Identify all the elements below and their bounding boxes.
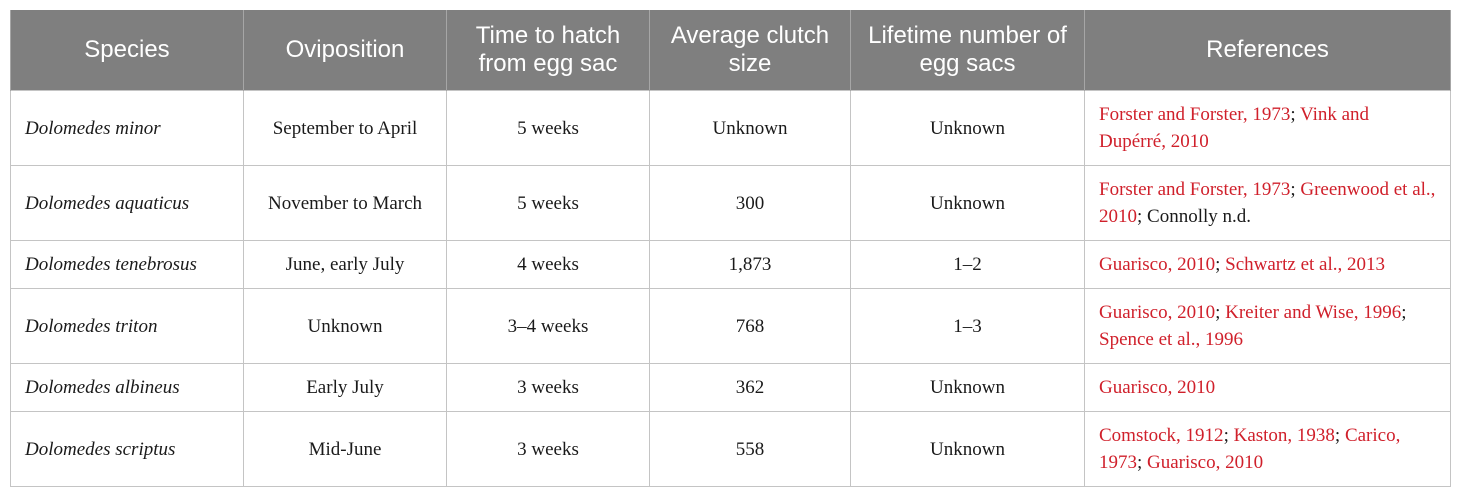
clutch-size-cell: 362 xyxy=(649,363,851,412)
oviposition-cell: Mid-June xyxy=(243,411,447,487)
species-cell: Dolomedes minor xyxy=(10,90,244,166)
reference-separator: ; xyxy=(1290,104,1301,125)
table-row: Dolomedes albineus Early July 3 weeks 36… xyxy=(10,363,1451,412)
hatch-time-cell: 3 weeks xyxy=(446,363,650,412)
egg-sacs-cell: Unknown xyxy=(850,363,1085,412)
species-cell: Dolomedes scriptus xyxy=(10,411,244,487)
header-egg-sacs: Lifetime number of egg sacs xyxy=(850,10,1085,91)
header-oviposition: Oviposition xyxy=(243,10,447,91)
table-row: Dolomedes aquaticus November to March 5 … xyxy=(10,165,1451,241)
reference-separator: ; xyxy=(1223,425,1234,446)
oviposition-cell: Early July xyxy=(243,363,447,412)
header-time-to-hatch: Time to hatch from egg sac xyxy=(446,10,650,91)
header-clutch-size: Average clutch size xyxy=(649,10,851,91)
species-cell: Dolomedes tenebrosus xyxy=(10,240,244,289)
egg-sacs-cell: Unknown xyxy=(850,411,1085,487)
references-cell: Comstock, 1912; Kaston, 1938; Carico, 19… xyxy=(1084,411,1451,487)
reference-link[interactable]: Comstock, 1912 xyxy=(1099,425,1224,446)
reference-link[interactable]: Kreiter and Wise, 1996 xyxy=(1225,302,1402,323)
species-cell: Dolomedes triton xyxy=(10,288,244,364)
oviposition-cell: June, early July xyxy=(243,240,447,289)
reference-link[interactable]: Vink and Dupérré, 2010 xyxy=(1099,104,1370,152)
egg-sacs-cell: Unknown xyxy=(850,90,1085,166)
references-cell: Guarisco, 2010; Kreiter and Wise, 1996; … xyxy=(1084,288,1451,364)
table-row: Dolomedes scriptus Mid-June 3 weeks 558 … xyxy=(10,411,1451,487)
reference-link[interactable]: Guarisco, 2010 xyxy=(1099,377,1216,398)
table-row: Dolomedes minor September to April 5 wee… xyxy=(10,90,1451,166)
hatch-time-cell: 5 weeks xyxy=(446,90,650,166)
reference-link[interactable]: Guarisco, 2010 xyxy=(1099,254,1216,275)
species-cell: Dolomedes aquaticus xyxy=(10,165,244,241)
header-row: Species Oviposition Time to hatch from e… xyxy=(10,10,1451,91)
egg-sac-table: Species Oviposition Time to hatch from e… xyxy=(10,10,1451,487)
references-cell: Forster and Forster, 1973; Vink and Dupé… xyxy=(1084,90,1451,166)
egg-sacs-cell: 1–2 xyxy=(850,240,1085,289)
egg-sacs-cell: 1–3 xyxy=(850,288,1085,364)
reference-separator: ; xyxy=(1215,254,1226,275)
reference-link[interactable]: Forster and Forster, 1973 xyxy=(1099,104,1291,125)
hatch-time-cell: 3–4 weeks xyxy=(446,288,650,364)
egg-sacs-cell: Unknown xyxy=(850,165,1085,241)
clutch-size-cell: 558 xyxy=(649,411,851,487)
clutch-size-cell: Unknown xyxy=(649,90,851,166)
species-cell: Dolomedes albineus xyxy=(10,363,244,412)
reference-link[interactable]: Kaston, 1938 xyxy=(1233,425,1335,446)
references-cell: Forster and Forster, 1973; Greenwood et … xyxy=(1084,165,1451,241)
reference-separator: ; xyxy=(1401,302,1407,323)
table-row: Dolomedes tenebrosus June, early July 4 … xyxy=(10,240,1451,289)
header-references: References xyxy=(1084,10,1451,91)
oviposition-cell: November to March xyxy=(243,165,447,241)
references-cell: Guarisco, 2010; Schwartz et al., 2013 xyxy=(1084,240,1451,289)
reference-separator: ; xyxy=(1215,302,1226,323)
reference-separator: ; xyxy=(1137,452,1148,473)
reference-separator: ; Connolly n.d. xyxy=(1137,206,1252,227)
hatch-time-cell: 3 weeks xyxy=(446,411,650,487)
reference-link[interactable]: Guarisco, 2010 xyxy=(1099,302,1216,323)
references-cell: Guarisco, 2010 xyxy=(1084,363,1451,412)
reference-link[interactable]: Schwartz et al., 2013 xyxy=(1225,254,1385,275)
reference-link[interactable]: Greenwood et al., 2010 xyxy=(1099,179,1436,227)
reference-separator: ; xyxy=(1334,425,1345,446)
oviposition-cell: Unknown xyxy=(243,288,447,364)
header-species: Species xyxy=(10,10,244,91)
reference-link[interactable]: Spence et al., 1996 xyxy=(1099,329,1244,350)
clutch-size-cell: 300 xyxy=(649,165,851,241)
reference-link[interactable]: Carico, 1973 xyxy=(1099,425,1401,473)
hatch-time-cell: 4 weeks xyxy=(446,240,650,289)
reference-link[interactable]: Guarisco, 2010 xyxy=(1147,452,1264,473)
clutch-size-cell: 768 xyxy=(649,288,851,364)
clutch-size-cell: 1,873 xyxy=(649,240,851,289)
reference-separator: ; xyxy=(1290,179,1301,200)
hatch-time-cell: 5 weeks xyxy=(446,165,650,241)
oviposition-cell: September to April xyxy=(243,90,447,166)
table-row: Dolomedes triton Unknown 3–4 weeks 768 1… xyxy=(10,288,1451,364)
reference-link[interactable]: Forster and Forster, 1973 xyxy=(1099,179,1291,200)
